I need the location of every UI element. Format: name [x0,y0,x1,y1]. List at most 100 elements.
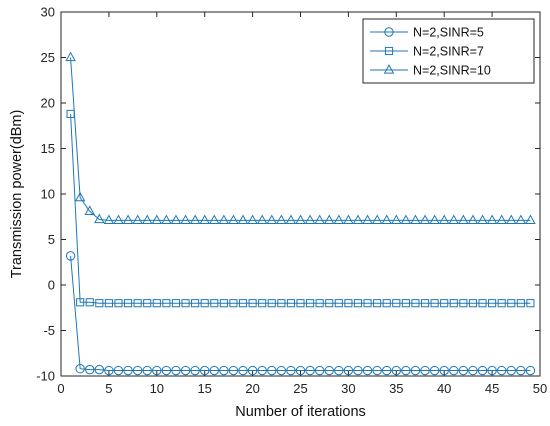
data-point-square [296,299,305,308]
data-point-triangle [381,214,392,225]
data-point-circle [343,365,354,376]
data-point-circle [247,365,258,376]
x-tick-label: 25 [293,381,307,396]
data-point-square [104,299,113,308]
data-point-triangle [84,205,95,215]
data-point-square [306,299,315,308]
data-point-triangle [295,214,306,225]
data-point-circle [496,365,507,376]
data-point-square [526,299,535,308]
data-point-triangle [141,214,153,225]
data-point-square [497,299,506,308]
data-point-square [420,299,430,308]
data-point-circle [238,365,248,376]
y-tick-label: -10 [36,369,55,384]
y-axis-title: Transmission power(dBm) [9,110,25,279]
data-point-triangle [352,214,364,225]
data-point-triangle [343,214,354,225]
series-line [70,57,531,221]
data-point-circle [334,365,344,376]
data-point-circle [276,365,287,376]
data-point-triangle [151,214,163,225]
data-point-square [325,299,334,308]
legend-label-sinr10: N=2,SINR=10 [413,64,491,78]
data-point-triangle [496,214,507,225]
legend-entry-sinr10: N=2,SINR=10 [370,64,491,78]
data-point-circle [132,365,143,376]
data-point-square [411,299,420,308]
data-point-square [219,299,228,308]
data-point-circle [161,365,172,376]
data-point-circle [113,365,124,376]
series-square [66,109,535,308]
data-point-triangle [65,51,76,62]
data-point-circle [65,251,76,261]
x-tick-label: 30 [341,381,355,396]
data-point-circle [477,365,488,376]
data-point-square [353,299,363,308]
legend-entry-sinr7: N=2,SINR=7 [370,45,484,59]
data-point-triangle [438,214,450,225]
data-point-square [200,299,209,308]
data-point-triangle [180,214,191,225]
data-point-triangle [458,214,469,225]
data-point-circle [324,365,334,376]
y-tick-label: 20 [41,96,55,111]
data-point-triangle [467,214,479,225]
data-point-square [488,299,497,308]
data-point-triangle [515,214,527,225]
data-point-square [277,299,286,308]
data-point-circle [372,365,382,376]
data-point-circle [516,365,526,376]
x-tick-label: 15 [197,381,211,396]
data-point-triangle [371,214,383,225]
data-point-square [344,299,353,308]
data-point-triangle [103,214,115,225]
data-point-triangle [237,214,249,225]
data-point-square [267,299,276,308]
data-point-square [430,299,439,308]
data-point-circle [286,365,296,376]
data-point-circle [267,365,277,376]
x-tick-label: 20 [245,381,259,396]
x-tick-label: 45 [485,381,499,396]
data-point-triangle [74,191,86,202]
data-point-circle [209,365,219,376]
data-point-circle [506,365,516,376]
data-point-square [315,299,324,308]
data-point-square [468,299,478,308]
data-point-triangle [429,214,440,225]
data-point-square [210,299,219,308]
data-point-circle [305,365,315,376]
data-point-triangle [266,214,278,225]
data-point-square [516,299,525,308]
y-tick-label: 15 [41,141,55,156]
data-point-triangle [285,214,297,225]
legend-marker-square [384,46,394,56]
y-tick-label: 30 [41,5,55,20]
x-tick-label: 0 [57,381,64,396]
data-point-square [143,299,152,308]
data-point-square [181,299,190,308]
legend-entry-sinr5: N=2,SINR=5 [370,26,484,40]
data-point-triangle [391,214,402,225]
data-point-triangle [189,214,201,225]
data-point-square [152,299,161,308]
data-point-triangle [256,214,268,225]
y-tick-label: 0 [48,278,55,293]
data-point-circle [85,364,95,375]
data-point-circle [468,365,478,376]
data-point-circle [353,365,363,376]
data-point-square [114,299,123,308]
data-point-circle [104,365,114,376]
data-point-circle [152,365,162,376]
y-tick-label: 5 [48,232,55,247]
data-point-triangle [486,214,498,225]
data-point-circle [525,365,536,376]
data-point-triangle [419,214,431,225]
data-point-square [171,299,181,308]
data-point-square [459,299,468,308]
data-point-square [373,299,382,308]
data-point-circle [401,365,411,376]
series-line [70,255,531,372]
